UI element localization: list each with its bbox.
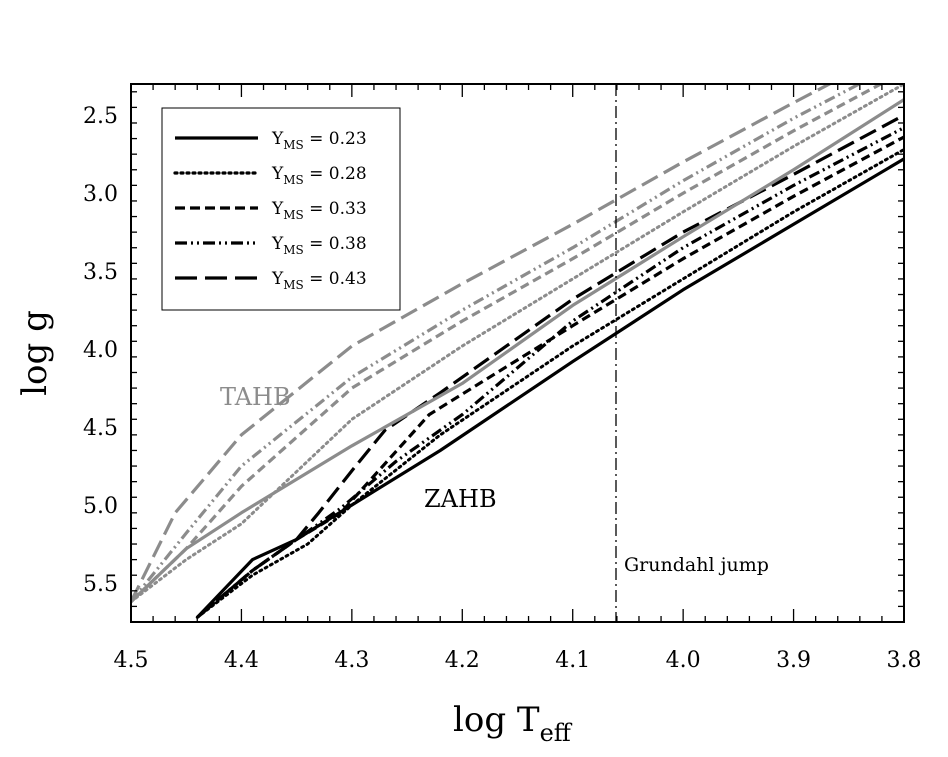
legend-label: YMS = 0.28 [271, 164, 367, 187]
y-tick-label: 5.5 [83, 572, 118, 597]
zahb-annotation: ZAHB [424, 485, 497, 513]
grundahl-jump-label: Grundahl jump [624, 554, 769, 576]
y-tick-label: 5.0 [83, 494, 118, 519]
x-tick-label: 3.9 [776, 648, 811, 673]
series-tahb-0-38 [131, 84, 863, 603]
tick-marks [130, 84, 905, 623]
y-tick-label: 3.0 [83, 182, 118, 207]
x-axis-title-main: log T [453, 700, 540, 740]
x-tick-label: 4.4 [224, 648, 259, 673]
y-tick-label: 3.5 [83, 260, 118, 285]
tick-labels: 4.5 4.4 4.3 4.2 4.1 4.0 3.9 3.8 2.5 3.0 3.5 4.0 4.5 5… [83, 104, 922, 673]
legend-entries: YMS = 0.23 YMS = 0.28 YMS = 0.33 YMS = 0.38… [173, 129, 367, 292]
x-axis-title-subscript: eff [540, 719, 573, 747]
legend: YMS = 0.23 YMS = 0.28 YMS = 0.33 YMS = 0.38… [161, 107, 401, 311]
y-tick-label: 4.5 [83, 416, 118, 441]
legend-box [161, 107, 401, 311]
series-tahb-0-33 [131, 84, 885, 603]
y-tick-label: 2.5 [83, 104, 118, 129]
x-tick-label: 4.0 [666, 648, 701, 673]
series-layer [131, 84, 904, 619]
series-tahb-0-43 [131, 84, 833, 603]
series-tahb-0-28 [131, 84, 904, 604]
plot-frame [130, 83, 905, 623]
y-axis-title: log g [15, 310, 55, 396]
tahb-annotation: TAHB [220, 383, 291, 411]
x-tick-label: 4.5 [114, 648, 149, 673]
y-tick-label: 4.0 [83, 338, 118, 363]
x-tick-label: 4.1 [555, 648, 590, 673]
legend-label: YMS = 0.43 [271, 269, 367, 292]
legend-label: YMS = 0.23 [271, 129, 367, 152]
x-tick-label: 4.3 [334, 648, 369, 673]
series-zahb-0-28 [195, 148, 904, 619]
x-axis-title: log Teff [453, 700, 573, 747]
series-zahb-0-23 [196, 157, 904, 619]
legend-label: YMS = 0.33 [271, 199, 367, 222]
legend-label: YMS = 0.38 [271, 234, 367, 257]
series-tahb-0-23 [131, 98, 904, 603]
x-tick-label: 3.8 [887, 648, 922, 673]
x-tick-label: 4.2 [445, 648, 480, 673]
